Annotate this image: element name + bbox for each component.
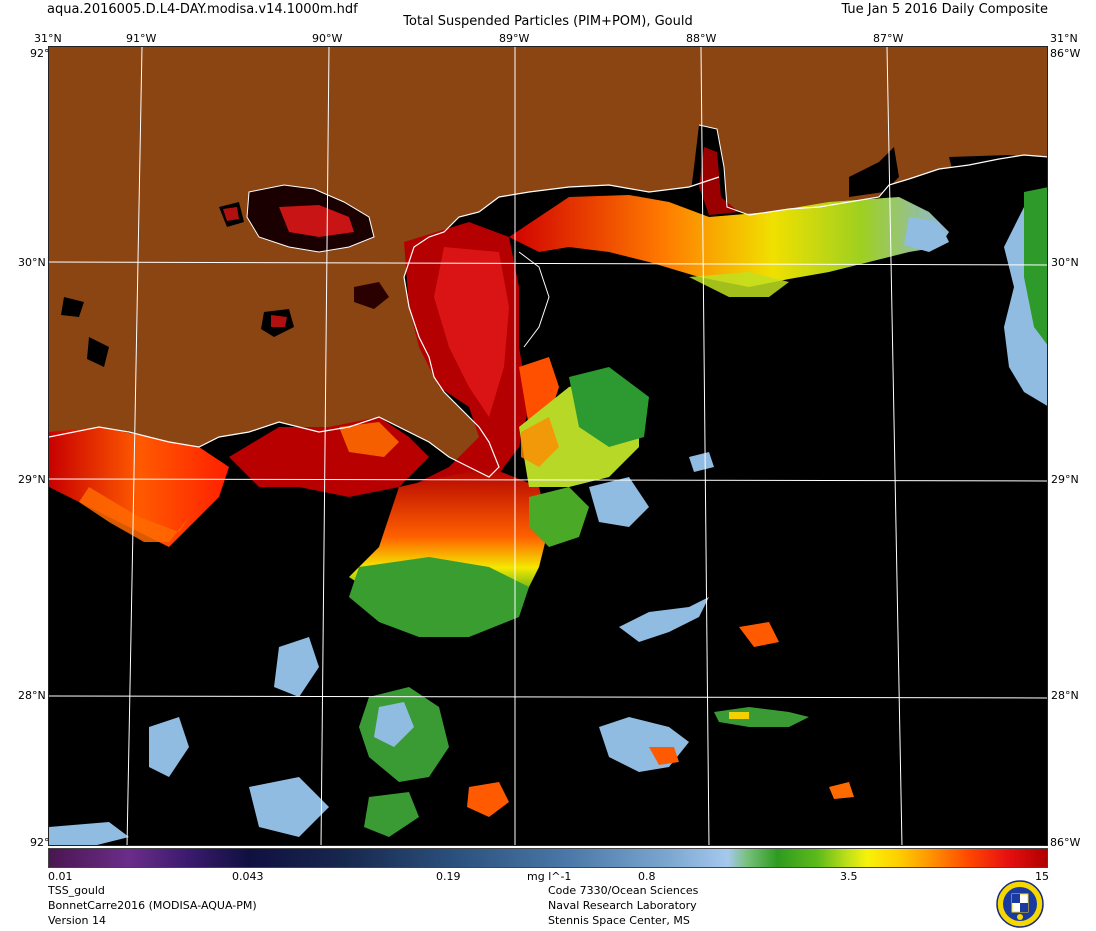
inland-water-1-sediment [271,315,287,327]
lon-label-91w: 91°W [126,32,157,45]
inland-water-2 [61,297,84,317]
offshore-green-1 [349,557,529,637]
lon-label-89w: 89°W [499,32,530,45]
plume-terrebonne-core [339,422,399,457]
corner-lon-top-right: 86°W [1050,47,1081,60]
coastline-lake [246,184,375,253]
offshore-mixed-5 [714,707,809,727]
lat-label-30n-left: 30°N [18,256,46,269]
mobile-bay-sediment [699,147,739,215]
offshore-mixed-4-red [649,747,679,765]
colorbar-tick-0.8: 0.8 [638,870,656,883]
offshore-mixed-4 [599,717,689,772]
lat-label-29n-left: 29°N [18,473,46,486]
corner-lat-top-right: 31°N [1050,32,1078,45]
offshore-scatter-9 [364,792,419,837]
lake-pontchartrain-sediment [279,205,354,237]
plume-east-coast-green [1024,187,1047,345]
lat-label-28n-right: 28°N [1051,689,1079,702]
lat-label-29n-right: 29°N [1051,473,1079,486]
plume-florida-light [904,217,949,252]
footer-org-line2: Naval Research Laboratory [548,899,697,912]
choctawhatchee-bay [949,155,1044,182]
offshore-blue-2 [374,702,414,747]
map-canvas[interactable] [49,47,1048,846]
offshore-scatter-13 [689,452,714,472]
lat-label-30n-right: 30°N [1051,256,1079,269]
lat-label-28n-left: 28°N [18,689,46,702]
lon-label-88w: 88°W [686,32,717,45]
offshore-blue-3 [619,597,709,642]
offshore-green-2 [529,487,589,547]
lake-borgne [354,282,389,309]
inland-water-4-sediment [223,207,239,221]
coastline [49,154,1047,478]
lon-label-90w: 90°W [312,32,343,45]
offshore-scatter-12 [739,622,779,647]
footer-product: TSS_gould [48,884,105,897]
offshore-scatter-14 [829,782,854,799]
land-mass [49,47,1047,477]
footer-org-line3: Stennis Space Center, MS [548,914,690,927]
coastline-chandeleur [518,251,550,348]
colorbar-tick-15: 15 [1035,870,1049,883]
file-name: aqua.2016005.D.L4-DAY.modisa.v14.1000m.h… [47,2,358,17]
inland-water-3 [87,337,109,367]
plume-louisiana-west [49,427,229,547]
offshore-scatter-10 [467,782,509,817]
footer-version: Version 14 [48,914,106,927]
corner-lat-top-left: 31°N [34,32,62,45]
colorbar-units: mg l^-1 [527,870,572,883]
graticule [49,47,1047,845]
colorbar-tick-0.01: 0.01 [48,870,73,883]
date-label: Tue Jan 5 2016 Daily Composite [841,2,1048,17]
colorbar [48,848,1048,868]
offshore-scatter-7 [149,717,189,777]
footer-org-line1: Code 7330/Ocean Sciences [548,884,699,897]
offshore-scatter-6 [274,637,319,697]
colorbar-tick-0.19: 0.19 [436,870,461,883]
offshore-scatter-11 [49,822,129,845]
offshore-scatter-8 [249,777,329,837]
offshore-mixed-5-yellow [729,712,749,719]
coastline-mobile-bay [698,124,750,216]
map-title: Total Suspended Particles (PIM+POM), Gou… [403,14,693,29]
plume-mississippi-sound-edge [521,417,559,467]
nrl-emblem-icon [996,880,1044,928]
offshore-blue-1 [589,477,649,527]
footer-dataset: BonnetCarre2016 (MODISA-AQUA-PM) [48,899,257,912]
plume-mississippi-delta-core [434,247,509,417]
colorbar-tick-3.5: 3.5 [840,870,858,883]
pensacola-bay [849,147,899,197]
plume-alabama-yellow [689,272,789,297]
plume-louisiana-west-fringe [79,487,189,542]
map-panel[interactable] [48,46,1048,846]
plume-mississippi-sound-core [569,367,649,447]
colorbar-tick-0.043: 0.043 [232,870,264,883]
lon-label-87w: 87°W [873,32,904,45]
corner-lon-bottom-right: 86°W [1050,836,1081,849]
